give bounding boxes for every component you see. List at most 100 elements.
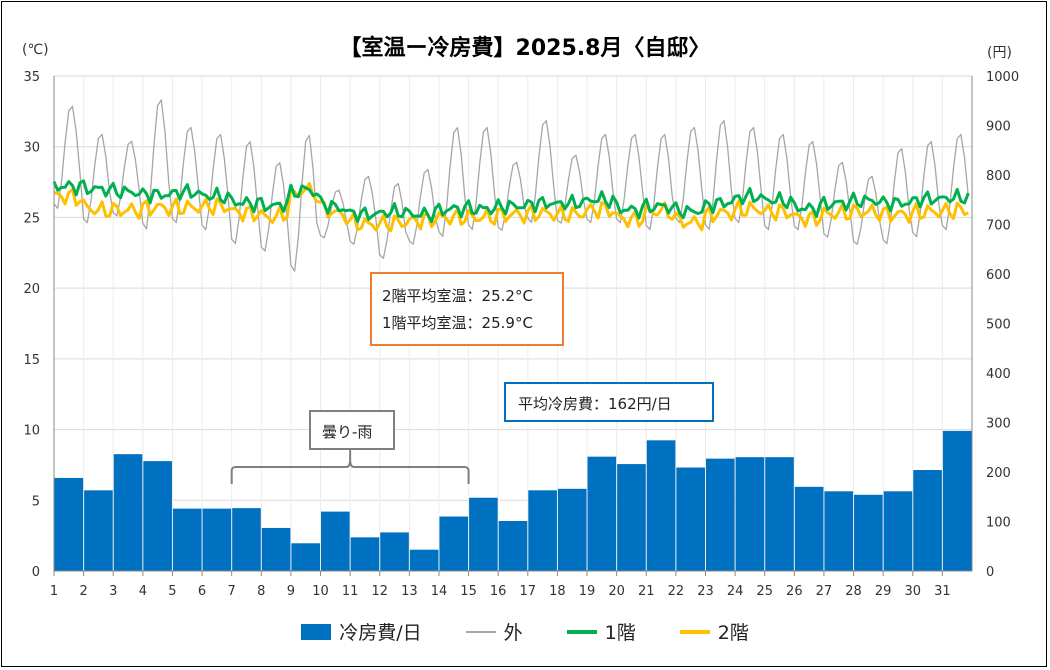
average-cost-box: 平均冷房費：162円/日 [504, 382, 714, 422]
x-tick-label: 12 [371, 584, 388, 599]
x-tick-label: 7 [228, 584, 236, 599]
y-left-tick-label: 5 [32, 494, 40, 509]
x-tick-label: 22 [668, 584, 685, 599]
cost-bar [469, 497, 498, 571]
chart-title: 【室温ー冷房費】2025.8月〈自邸〉 [339, 36, 711, 61]
y-right-tick-label: 1000 [986, 70, 1019, 85]
weather-annotation: 曇り-雨 [309, 410, 395, 450]
x-tick-label: 4 [139, 584, 147, 599]
x-tick-label: 16 [490, 584, 507, 599]
cost-bar [261, 527, 291, 571]
x-tick-label: 24 [727, 584, 744, 599]
cost-bar [646, 440, 676, 571]
legend-floor1-label: 1階 [604, 622, 636, 644]
y-right-tick-label: 300 [986, 417, 1011, 432]
x-tick-label: 31 [934, 584, 951, 599]
cost-bar [854, 494, 883, 571]
cost-bar [439, 516, 469, 571]
cost-bar [883, 491, 913, 571]
cost-bar [202, 508, 232, 571]
x-tick-label: 13 [401, 584, 418, 599]
x-tick-label: 20 [608, 584, 625, 599]
legend-floor1: 1階 [566, 618, 636, 645]
legend-floor1-swatch [566, 629, 597, 634]
right-axis-unit: (円) [987, 45, 1012, 61]
x-tick-label: 30 [905, 584, 922, 599]
x-tick-label: 27 [816, 584, 833, 599]
x-tick-label: 21 [638, 584, 655, 599]
x-tick-label: 19 [579, 584, 596, 599]
cost-bar [232, 508, 261, 571]
legend-outside: 外 [465, 618, 523, 645]
legend-outside-swatch [465, 630, 496, 633]
x-tick-label: 10 [312, 584, 329, 599]
y-left-tick-label: 25 [23, 211, 40, 226]
floor1-average-label: 1階平均室温：25.9°C [382, 314, 533, 332]
cost-bar [498, 521, 528, 571]
y-right-tick-label: 600 [986, 268, 1011, 283]
floor2-average-label: 2階平均室温：25.2°C [382, 287, 533, 305]
legend-floor2-label: 2階 [717, 622, 749, 644]
x-tick-label: 3 [109, 584, 117, 599]
cost-bar [113, 454, 143, 571]
y-left-tick-label: 10 [23, 424, 40, 439]
cost-bar [794, 486, 824, 571]
left-axis-unit: (℃) [22, 42, 49, 58]
y-left-tick-label: 20 [23, 282, 40, 297]
cost-bar [705, 458, 735, 571]
y-right-tick-label: 900 [986, 120, 1011, 135]
cost-bar [291, 543, 321, 571]
y-right-tick-label: 400 [986, 367, 1011, 382]
x-tick-label: 25 [756, 584, 773, 599]
x-tick-label: 17 [520, 584, 537, 599]
floor1-temp-line [52, 179, 970, 224]
y-left-tick-label: 15 [23, 353, 40, 368]
cost-bar [735, 457, 765, 571]
x-tick-label: 26 [786, 584, 803, 599]
legend-cost: 冷房費/日 [301, 618, 422, 645]
legend-cost-swatch [301, 623, 332, 640]
y-left-tick-label: 35 [23, 70, 40, 85]
y-right-tick-label: 0 [986, 565, 994, 580]
cost-bar [84, 490, 113, 571]
cost-bar [676, 467, 705, 571]
x-tick-label: 14 [431, 584, 448, 599]
floor2-temp-line [53, 181, 969, 233]
cost-bar [143, 461, 172, 571]
y-left-tick-label: 0 [32, 565, 40, 580]
x-tick-label: 6 [198, 584, 206, 599]
cost-bar [409, 549, 439, 571]
y-left-tick-label: 30 [23, 141, 40, 156]
x-tick-label: 5 [168, 584, 176, 599]
x-tick-label: 8 [257, 584, 265, 599]
x-tick-label: 11 [342, 584, 359, 599]
cost-bar [321, 511, 350, 571]
outside-temp-line [53, 99, 969, 272]
cost-bar [765, 457, 794, 571]
legend-outside-label: 外 [503, 622, 523, 644]
x-tick-label: 15 [460, 584, 477, 599]
cost-bar [587, 456, 617, 571]
y-right-tick-label: 700 [986, 219, 1011, 234]
x-tick-label: 9 [287, 584, 295, 599]
cost-bar [913, 470, 942, 571]
cost-bar [380, 532, 409, 571]
y-right-tick-label: 100 [986, 516, 1011, 531]
x-tick-label: 23 [697, 584, 714, 599]
x-tick-label: 28 [845, 584, 862, 599]
x-tick-label: 18 [549, 584, 566, 599]
legend-cost-label: 冷房費/日 [339, 622, 422, 644]
cost-bar [528, 490, 557, 571]
cost-bar [942, 430, 972, 571]
cost-bar [172, 508, 202, 571]
y-right-tick-label: 800 [986, 169, 1011, 184]
legend-floor2-swatch [679, 629, 710, 634]
average-temp-box: 2階平均室温：25.2°C 1階平均室温：25.9°C [370, 272, 564, 346]
cost-bar [617, 464, 646, 571]
x-tick-label: 2 [79, 584, 87, 599]
cost-bar [824, 491, 854, 571]
legend: 冷房費/日 外 1階 2階 [0, 618, 1050, 645]
y-right-tick-label: 500 [986, 318, 1011, 333]
y-right-tick-label: 200 [986, 466, 1011, 481]
